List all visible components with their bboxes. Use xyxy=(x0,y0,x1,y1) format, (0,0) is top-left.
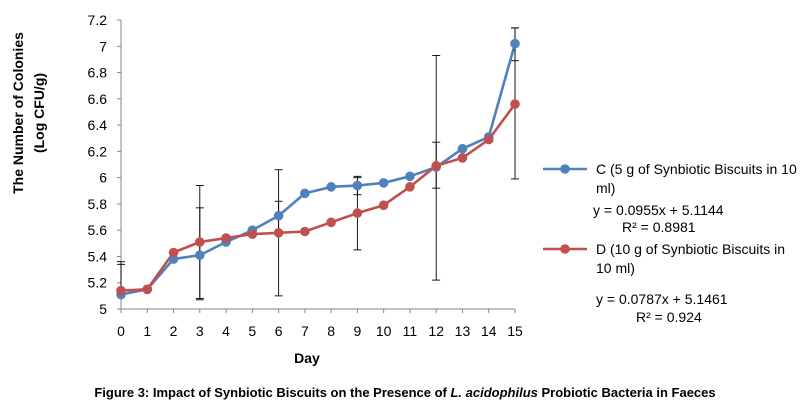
series-points xyxy=(116,38,520,300)
legend-d-label-line2: 10 ml) xyxy=(596,260,635,276)
series-d-point xyxy=(142,284,153,295)
series-c-point xyxy=(326,182,336,192)
series-c-point xyxy=(378,178,389,188)
series-d-point xyxy=(273,228,284,238)
series-c-point xyxy=(510,38,520,49)
series-c-point xyxy=(195,250,205,260)
x-axis-title: Day xyxy=(294,350,320,366)
series-d-line xyxy=(120,103,517,292)
series-d-point xyxy=(247,229,258,239)
caption-prefix: Figure 3: Impact of Synbiotic Biscuits o… xyxy=(94,385,450,400)
legend-c-label-line1: C (5 g of Synbiotic Biscuits in 10 xyxy=(596,161,797,177)
x-tick-label: 14 xyxy=(481,323,497,339)
series-d-point xyxy=(378,200,389,211)
y-axis-title-line1: The Number of Colonies xyxy=(10,32,26,194)
series-d-point xyxy=(195,237,205,247)
series-d-point xyxy=(483,134,494,145)
series-d-point xyxy=(116,285,126,296)
y-tick-label: 6.6 xyxy=(88,91,108,107)
legend-d-label-line1: D (10 g of Synbiotic Biscuits in xyxy=(596,241,785,257)
y-axis-title-line2: (Log CFU/g) xyxy=(31,73,47,153)
x-tick-label: 10 xyxy=(376,323,392,339)
series-d-point xyxy=(405,182,415,192)
legend-c-equation: y = 0.0955x + 5.1144 xyxy=(593,202,724,218)
series-c-point xyxy=(457,143,468,154)
x-tick-labels: 0 1 2 3 4 5 6 7 8 9 10 11 12 13 14 15 xyxy=(117,309,523,339)
x-tick-label: 2 xyxy=(170,323,178,339)
y-tick-label: 5.2 xyxy=(88,275,108,291)
y-tick-labels: 5 5.2 5.4 5.6 5.8 6 6.2 6.4 6.6 6.8 7 7.2 xyxy=(88,12,121,317)
x-tick-label: 7 xyxy=(301,323,309,339)
x-tick-label: 4 xyxy=(222,323,230,339)
series-c-point xyxy=(273,210,284,221)
x-tick-label: 0 xyxy=(117,323,125,339)
y-tick-label: 6 xyxy=(99,170,107,186)
x-tick-label: 11 xyxy=(403,323,418,339)
legend-entry-c: C (5 g of Synbiotic Biscuits in 10 ml) y… xyxy=(543,161,797,235)
series-c-point xyxy=(405,171,415,182)
x-tick-label: 15 xyxy=(507,323,523,339)
x-tick-label: 9 xyxy=(354,323,362,339)
y-tick-label: 5 xyxy=(99,301,107,317)
series-d-point xyxy=(168,247,179,258)
x-tick-label: 12 xyxy=(428,323,444,339)
x-tick-label: 3 xyxy=(196,323,204,339)
x-tick-label: 8 xyxy=(327,323,335,339)
series-d-point xyxy=(221,233,231,243)
y-tick-label: 5.6 xyxy=(88,222,108,238)
y-tick-label: 6.4 xyxy=(88,117,108,133)
series-c-point xyxy=(352,180,363,191)
legend-c-r-squared: R² = 0.8981 xyxy=(622,219,696,235)
series-d-point xyxy=(431,161,442,171)
legend-entry-d: D (10 g of Synbiotic Biscuits in 10 ml) … xyxy=(543,241,785,325)
x-tick-label: 5 xyxy=(248,323,256,339)
y-tick-label: 6.2 xyxy=(88,143,108,159)
legend-c-marker xyxy=(560,164,570,174)
series-lines xyxy=(120,43,517,296)
legend-d-r-squared: R² = 0.924 xyxy=(636,309,702,325)
figure-caption: Figure 3: Impact of Synbiotic Biscuits o… xyxy=(94,385,715,400)
series-d-point xyxy=(457,153,468,163)
legend-d-marker xyxy=(560,244,570,254)
series-d-point xyxy=(352,208,363,218)
x-tick-label: 6 xyxy=(275,323,283,339)
y-tick-label: 6.8 xyxy=(88,65,108,81)
series-c-line xyxy=(120,43,517,296)
y-tick-label: 7 xyxy=(99,38,107,54)
series-c-point xyxy=(300,188,310,199)
series-c-point xyxy=(168,254,179,264)
y-tick-label: 5.8 xyxy=(88,196,108,212)
caption-species: L. acidophilus xyxy=(450,385,537,400)
legend-c-label-line2: ml) xyxy=(596,180,615,196)
legend-d-equation: y = 0.0787x + 5.1461 xyxy=(596,291,728,307)
series-d-point xyxy=(510,99,520,109)
series-d-point xyxy=(300,226,310,237)
caption-suffix: Probiotic Bacteria in Faeces xyxy=(538,385,716,400)
series-d-point xyxy=(326,217,336,228)
y-tick-label: 5.4 xyxy=(88,248,108,264)
y-tick-label: 7.2 xyxy=(88,12,108,28)
x-tick-label: 13 xyxy=(455,323,471,339)
x-tick-label: 1 xyxy=(143,323,151,339)
